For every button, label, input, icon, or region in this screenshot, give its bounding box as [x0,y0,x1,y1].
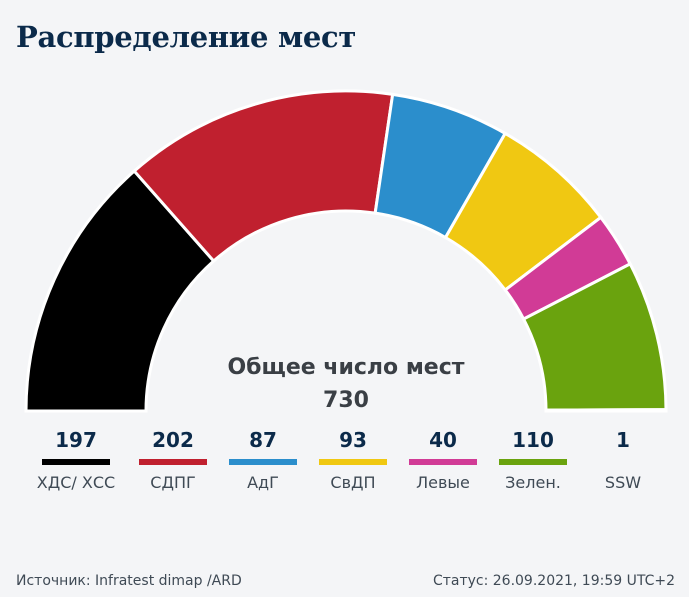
legend-swatch [229,459,297,465]
total-seats-value: 730 [323,388,369,413]
legend-swatch [499,459,567,465]
total-seats-label: Общее число мест [227,355,465,380]
legend-item-ssw: 1 SSW [578,426,668,495]
legend-value: 93 [339,428,367,452]
legend-item-greens: 110 Зелен. [488,426,578,495]
legend: 197 ХДС/ ХСС 202 СДПГ 87 АдГ 93 СвДП 40 … [0,426,689,526]
legend-item-fdp: 93 СвДП [308,426,398,495]
arc-segment-ssw [544,408,668,413]
legend-value: 1 [616,428,630,452]
legend-label: ХДС/ ХСС [36,473,116,492]
legend-label: SSW [604,473,642,492]
legend-swatch [409,459,477,465]
legend-label: АдГ [247,473,279,492]
legend-swatch [319,459,387,465]
legend-value: 40 [429,428,457,452]
legend-value: 87 [249,428,277,452]
legend-item-left: 40 Левые [398,426,488,495]
legend-item-afd: 87 АдГ [218,426,308,495]
legend-value: 110 [512,428,554,452]
legend-item-cdu-csu: 197 ХДС/ ХСС [31,426,121,495]
legend-label: СвДП [330,473,376,492]
legend-item-spd: 202 СДПГ [128,426,218,495]
legend-label: Левые [416,473,470,492]
source-note: Источник: Infratest dimap /ARD [16,573,242,589]
legend-label: СДПГ [150,473,196,492]
legend-swatch [42,459,110,465]
status-timestamp: Статус: 26.09.2021, 19:59 UTC+2 [432,573,675,589]
chart-title: Распределение мест [16,20,357,54]
legend-value: 202 [152,428,194,452]
legend-label: Зелен. [505,473,561,492]
legend-value: 197 [55,428,97,452]
legend-swatch [139,459,207,465]
legend-swatch [589,459,657,465]
